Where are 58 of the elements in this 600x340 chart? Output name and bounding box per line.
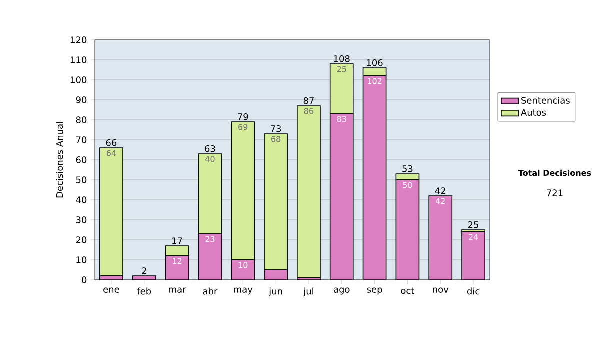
y-tick-label: 40 [76, 196, 87, 204]
y-tick-label: 30 [76, 216, 87, 224]
data-label: 68 [272, 136, 281, 142]
y-axis-title: Decisiones Anual [56, 122, 64, 198]
x-tick-label: sep [367, 288, 382, 295]
y-tick-label: 10 [76, 256, 87, 264]
y-tick-label: 70 [76, 136, 87, 144]
x-tick-label: jul [303, 288, 314, 296]
y-tick-label: 80 [76, 116, 87, 124]
data-label: 23 [206, 236, 215, 242]
total-label: 106 [367, 59, 383, 66]
x-tick-label: may [234, 288, 253, 295]
bar [100, 148, 124, 276]
y-tick-label: 60 [76, 156, 87, 164]
x-tick-label: abr [203, 288, 218, 295]
data-label: 12 [173, 258, 182, 264]
data-label: 102 [368, 78, 382, 84]
data-label: 83 [337, 116, 346, 122]
text: Total Decisiones [518, 170, 592, 176]
data-label: 69 [238, 124, 248, 130]
data-label: 86 [304, 108, 314, 114]
total-label: 87 [304, 97, 314, 104]
total-label: 73 [271, 125, 282, 132]
legend-label: Sentencias [522, 96, 570, 104]
total-label: 66 [106, 139, 117, 146]
total-label: 53 [402, 165, 413, 172]
y-tick-label: 110 [71, 56, 87, 64]
y-tick-label: 90 [76, 96, 87, 104]
data-label: 24 [469, 234, 478, 240]
x-tick-label: oct [401, 288, 414, 294]
data-label: 25 [337, 66, 346, 72]
total-label: 63 [205, 145, 216, 152]
x-tick-label: ago [334, 288, 350, 295]
data-label: 40 [206, 156, 215, 162]
data-label: 10 [238, 262, 248, 268]
y-tick-label: 0 [82, 276, 87, 284]
x-tick-label: ene [104, 288, 120, 293]
text: 721 [547, 190, 563, 196]
total-label: 108 [334, 55, 350, 62]
x-tick-label: feb [137, 288, 152, 295]
total-label: 17 [172, 238, 182, 244]
data-label: 64 [106, 150, 116, 156]
x-tick-label: mar [169, 288, 186, 293]
y-tick-label: 120 [71, 36, 87, 44]
bar [297, 106, 321, 278]
total-label: 2 [142, 268, 146, 274]
x-tick-label: dic [467, 288, 480, 295]
y-tick-label: 50 [76, 176, 87, 184]
data-label: 42 [436, 198, 445, 204]
total-label: 79 [238, 113, 248, 120]
x-tick-label: jun [268, 288, 282, 296]
legend-label: Autos [521, 109, 546, 116]
total-label: 42 [435, 188, 446, 194]
x-tick-label: nov [433, 288, 449, 293]
total-label: 25 [468, 221, 478, 228]
data-label: 50 [403, 182, 412, 188]
y-tick-label: 20 [76, 236, 87, 244]
y-tick-label: 100 [71, 76, 87, 84]
